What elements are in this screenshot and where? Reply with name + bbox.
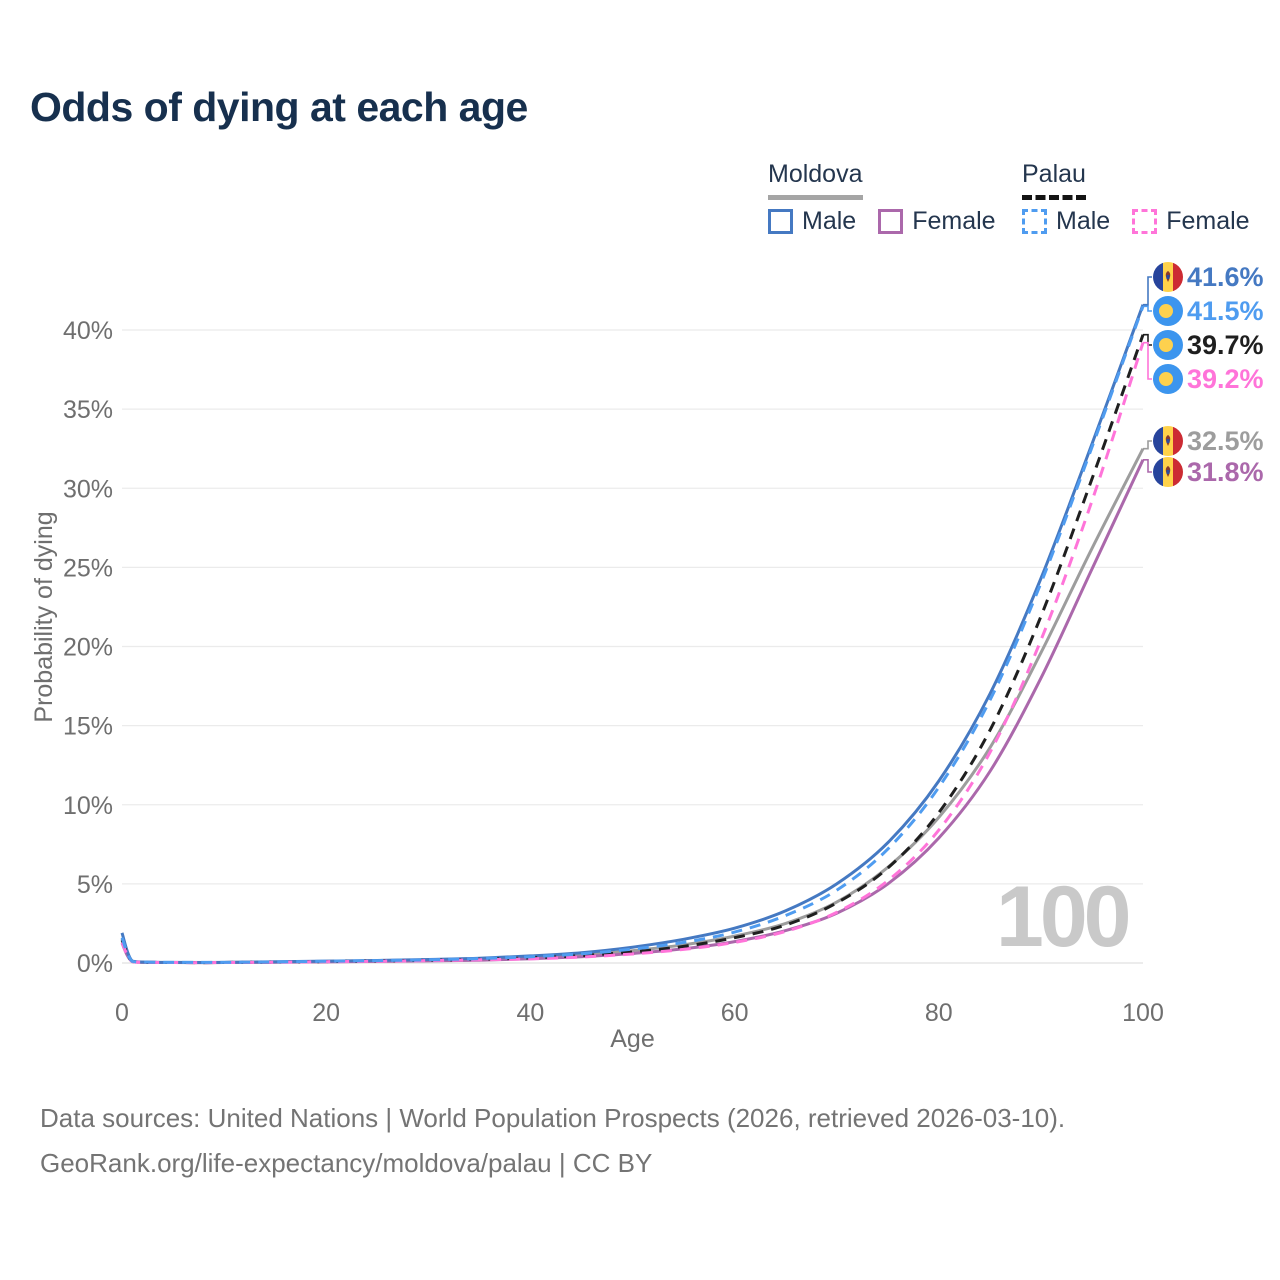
end-label-palau-female: 39.2% <box>1187 364 1264 394</box>
legend-row-palau: Male Female <box>1022 207 1250 236</box>
end-label-palau-male: 41.5% <box>1187 296 1264 326</box>
legend-group-palau: Palau Male Female <box>1022 160 1250 236</box>
palau-flag-icon <box>1153 330 1183 360</box>
x-tick-label: 100 <box>1122 999 1164 1027</box>
series-line-palau-both <box>120 334 1145 965</box>
legend-country-label-moldova: Moldova <box>768 160 863 200</box>
legend-item-label-moldova-female: Female <box>912 206 996 235</box>
moldova-flag-icon <box>1153 262 1183 292</box>
x-axis-title: Age <box>610 1025 654 1053</box>
legend-row-moldova: Male Female <box>768 207 996 236</box>
legend-item-label-palau-female: Female <box>1166 206 1250 235</box>
y-tick-label: 25% <box>63 554 113 582</box>
legend-group-moldova: Moldova Male Female <box>768 160 996 236</box>
end-label-connector <box>1143 341 1152 380</box>
y-tick-label: 10% <box>63 792 113 820</box>
legend-item-label-moldova-male: Male <box>802 206 857 235</box>
palau-female-swatch-icon <box>1132 208 1158 234</box>
y-axis-title: Probability of dying <box>30 511 58 722</box>
moldova-female-swatch-icon <box>878 208 904 234</box>
end-label-connector <box>1143 305 1152 312</box>
palau-flag-icon <box>1153 364 1183 394</box>
x-tick-label: 0 <box>115 999 129 1027</box>
series-line-moldova-female <box>120 459 1145 965</box>
x-tick-label: 60 <box>721 999 749 1027</box>
end-label-connector <box>1143 459 1152 473</box>
end-label-connector <box>1143 276 1152 306</box>
page-title: Odds of dying at each age <box>30 84 528 130</box>
y-tick-label: 20% <box>63 634 113 662</box>
series-line-moldova-male <box>120 304 1145 964</box>
x-tick-label: 20 <box>312 999 340 1027</box>
end-label-connector <box>1143 333 1152 346</box>
legend-country-label-palau: Palau <box>1022 160 1086 200</box>
y-tick-label: 30% <box>63 475 113 503</box>
footer: Data sources: United Nations | World Pop… <box>40 1096 1065 1186</box>
x-tick-label: 40 <box>516 999 544 1027</box>
palau-flag-icon <box>1153 296 1183 326</box>
series-line-palau-female <box>120 342 1145 965</box>
moldova-flag-icon <box>1153 426 1183 456</box>
palau-male-swatch-icon <box>1022 208 1047 234</box>
end-label-moldova-both: 32.5% <box>1187 426 1264 456</box>
moldova-male-swatch-icon <box>768 208 793 234</box>
y-tick-label: 0% <box>77 950 113 978</box>
series-line-moldova-both <box>120 448 1145 965</box>
end-label-palau-both: 39.7% <box>1187 330 1264 360</box>
moldova-flag-icon <box>1153 457 1183 487</box>
x-tick-label: 80 <box>925 999 953 1027</box>
y-tick-label: 5% <box>77 871 113 899</box>
end-label-moldova-female: 31.8% <box>1187 457 1264 487</box>
legend-item-label-palau-male: Male <box>1056 206 1111 235</box>
y-tick-label: 15% <box>63 713 113 741</box>
y-tick-label: 40% <box>63 317 113 345</box>
footer-attribution: GeoRank.org/life-expectancy/moldova/pala… <box>40 1148 653 1178</box>
watermark-age-label: 100 <box>996 869 1131 965</box>
footer-data-sources: Data sources: United Nations | World Pop… <box>40 1103 1066 1133</box>
y-tick-label: 35% <box>63 396 113 424</box>
end-label-connector <box>1143 440 1152 450</box>
series-line-palau-male <box>120 305 1145 964</box>
end-label-moldova-male: 41.6% <box>1187 262 1264 292</box>
